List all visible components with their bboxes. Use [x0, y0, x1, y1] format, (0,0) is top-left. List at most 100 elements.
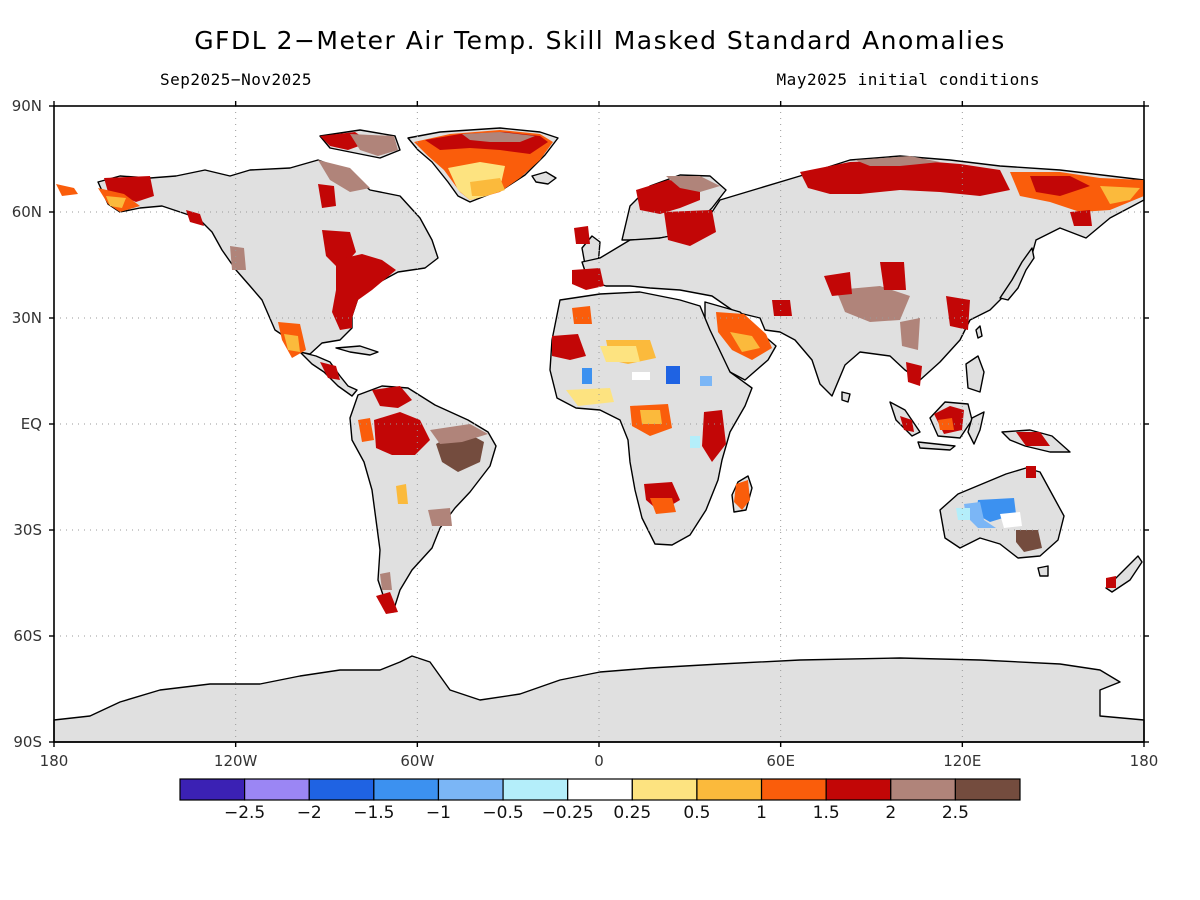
- anom-andes-orange: [358, 418, 374, 442]
- colorbar-swatch: [437, 778, 504, 801]
- anom-central-asia-brown: [836, 286, 910, 322]
- land-sulawesi: [967, 411, 985, 445]
- anom-kamchatka-red: [1030, 176, 1090, 196]
- colorbar-swatch: [760, 778, 827, 801]
- anom-brazil-tan: [430, 424, 488, 444]
- colorbar-label: −2: [297, 803, 322, 823]
- anom-far-east-red: [1070, 210, 1092, 226]
- colorbar-label: −0.5: [482, 803, 523, 823]
- lon-label: 120W: [214, 752, 258, 770]
- land-masses: [53, 127, 1145, 743]
- colorbar-label: −1.5: [353, 803, 394, 823]
- colorbar-label: −1: [426, 803, 451, 823]
- anom-se-asia-red: [906, 362, 922, 386]
- anom-madagascar-orange: [734, 480, 750, 510]
- anom-australia-lightblue: [964, 502, 996, 528]
- anom-chad-blue: [666, 366, 680, 384]
- anom-australia-red: [1026, 466, 1036, 478]
- lat-label: 30S: [13, 521, 42, 539]
- colorbar-swatch: [825, 778, 892, 801]
- anom-east-africa-lightblue: [690, 436, 700, 448]
- colorbar-swatch: [373, 778, 440, 801]
- initial-conditions: May2025 initial conditions: [776, 70, 1040, 89]
- anom-siberia-red: [800, 160, 1010, 196]
- land-sri-lanka: [841, 391, 851, 403]
- land-japan: [999, 247, 1035, 301]
- anom-australia-white: [1000, 512, 1022, 528]
- colorbar-label: 1.5: [813, 803, 840, 823]
- anom-arctic-brown: [350, 134, 398, 156]
- colorbar-label: 0.25: [613, 803, 651, 823]
- anom-greenland-amber: [470, 178, 505, 196]
- colorbar-label: 1: [756, 803, 767, 823]
- anom-western-us-brown: [230, 246, 246, 270]
- anom-east-africa-red: [702, 410, 726, 462]
- colorbar-label: 2.5: [942, 803, 969, 823]
- anom-bolivia-amber: [396, 484, 408, 504]
- anom-central-asia-red: [824, 272, 852, 296]
- graticule: [54, 106, 1144, 742]
- lon-label: 60E: [766, 752, 795, 770]
- lon-label: 180: [40, 752, 69, 770]
- lat-label: 60S: [13, 627, 42, 645]
- colorbar-label: 2: [885, 803, 896, 823]
- map-title: GFDL 2−Meter Air Temp. Skill Masked Stan…: [194, 26, 1006, 55]
- anom-southbrazil-brown: [428, 508, 452, 526]
- land-cuba: [335, 345, 379, 356]
- anom-congo-amber: [640, 410, 662, 424]
- anom-ne-siberia-amber: [1100, 186, 1140, 204]
- lon-label: 60W: [400, 752, 434, 770]
- anom-borneo-orange: [938, 418, 954, 430]
- lon-label: 120E: [943, 752, 981, 770]
- land-java: [917, 441, 956, 451]
- colorbar-swatch: [954, 778, 1021, 801]
- colorbar-swatch: [179, 778, 246, 801]
- colorbar-swatch: [696, 778, 763, 801]
- anom-nw-africa-red: [552, 334, 586, 360]
- land-tasmania: [1037, 565, 1049, 577]
- anom-patagonia-red: [376, 592, 398, 614]
- anom-new-guinea-red: [1016, 432, 1050, 446]
- anomaly-patches: [56, 130, 1144, 614]
- land-taiwan: [975, 325, 983, 339]
- anom-australia-brown: [1016, 530, 1042, 552]
- colorbar-swatch: [502, 778, 569, 801]
- anom-sudan-lightblue: [700, 376, 712, 386]
- lon-label: 180: [1130, 752, 1159, 770]
- anom-central-america-red: [320, 362, 340, 380]
- anom-siberia-brown: [855, 156, 940, 166]
- anom-sahel-white: [632, 372, 650, 380]
- lat-label: 90S: [13, 733, 42, 751]
- colorbar-label: −2.5: [224, 803, 265, 823]
- anom-greenland-brown: [462, 132, 535, 142]
- anom-aleutian-orange: [56, 184, 78, 196]
- anom-alaska-red: [104, 176, 154, 202]
- colorbar-swatch: [567, 778, 633, 801]
- colorbar-swatch: [631, 778, 698, 801]
- anom-west-africa-yellow: [566, 388, 614, 406]
- colorbar: [179, 778, 1021, 801]
- anom-china-red: [946, 296, 970, 330]
- colorbar-label: 0.5: [683, 803, 710, 823]
- anom-mexico-amber: [284, 334, 300, 352]
- axis-ticks: [49, 101, 1149, 747]
- colorbar-swatch: [244, 778, 310, 801]
- land-iceland: [531, 171, 557, 185]
- anom-hudson-red: [318, 184, 336, 208]
- anom-nz-red: [1106, 576, 1116, 588]
- anom-china-brown: [900, 318, 920, 350]
- colorbar-swatch: [308, 778, 375, 801]
- lat-label: 60N: [12, 203, 42, 221]
- lat-label: EQ: [21, 415, 42, 433]
- anom-alaska-amber: [106, 196, 126, 208]
- longitude-labels: 180 120W 60W 0 60E 120E 180: [40, 752, 1159, 770]
- lon-label: 0: [594, 752, 604, 770]
- anom-iberia-red: [572, 268, 604, 290]
- forecast-period: Sep2025−Nov2025: [160, 70, 312, 89]
- lat-label: 90N: [12, 97, 42, 115]
- anom-sahel-yellow: [600, 346, 640, 362]
- anom-yukon-red: [186, 210, 204, 226]
- anom-tibet-red: [880, 262, 906, 290]
- land-antarctica: [53, 655, 1145, 743]
